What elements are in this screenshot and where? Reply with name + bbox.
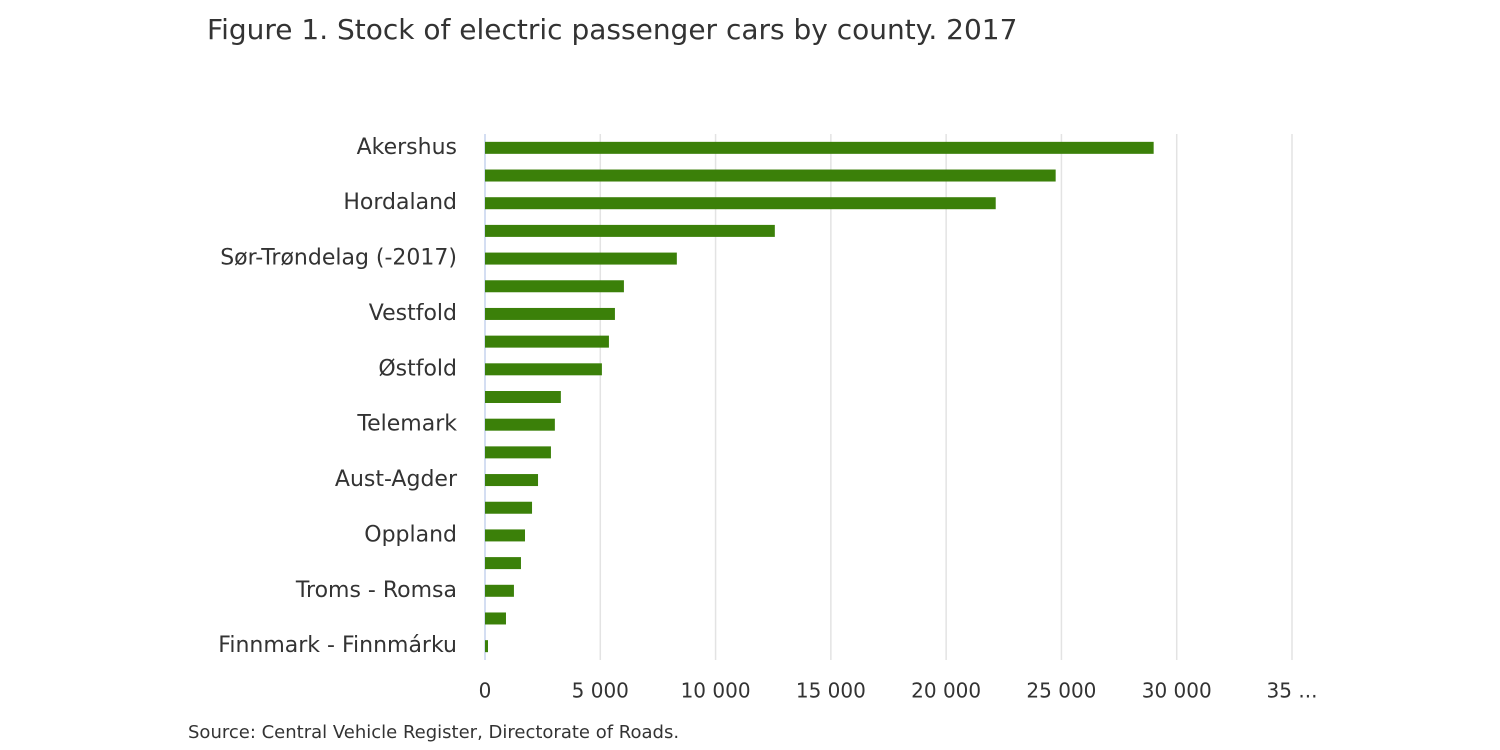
bar <box>485 529 526 542</box>
y-tick-label: Vestfold <box>369 301 457 326</box>
bar <box>485 612 506 625</box>
bar <box>485 169 1056 182</box>
chart-title: Figure 1. Stock of electric passenger ca… <box>207 13 1017 46</box>
y-tick-label: Troms - Romsa <box>295 578 457 603</box>
y-tick-label: Sør-Trøndelag (-2017) <box>220 246 457 271</box>
bar <box>485 418 555 431</box>
y-tick-label: Akershus <box>357 135 457 160</box>
bar <box>485 280 624 293</box>
x-tick-label: 35 ... <box>1267 679 1318 703</box>
y-tick-label: Telemark <box>356 412 457 437</box>
bar <box>485 501 533 514</box>
bar <box>485 640 488 653</box>
bar <box>485 307 615 320</box>
bar <box>485 224 775 237</box>
x-tick-label: 0 <box>479 679 492 703</box>
bar <box>485 557 521 570</box>
bar <box>485 141 1154 154</box>
bar <box>485 335 609 348</box>
x-tick-label: 10 000 <box>681 679 751 703</box>
source-note: Source: Central Vehicle Register, Direct… <box>188 722 679 743</box>
y-tick-label: Aust-Agder <box>335 467 458 492</box>
y-tick-label: Finnmark - Finnmárku <box>218 633 457 658</box>
bar <box>485 391 561 403</box>
x-tick-label: 15 000 <box>796 679 866 703</box>
y-tick-label: Oppland <box>364 522 457 547</box>
x-tick-label: 20 000 <box>911 679 981 703</box>
x-tick-label: 25 000 <box>1026 679 1096 703</box>
bar <box>485 446 551 459</box>
bar <box>485 363 602 376</box>
x-tick-label: 5 000 <box>572 679 629 703</box>
y-tick-label: Hordaland <box>343 190 457 215</box>
bar <box>485 197 996 210</box>
bar <box>485 252 677 265</box>
y-tick-label: Østfold <box>378 356 457 381</box>
x-tick-label: 30 000 <box>1142 679 1212 703</box>
bar <box>485 474 539 487</box>
bar <box>485 584 514 597</box>
